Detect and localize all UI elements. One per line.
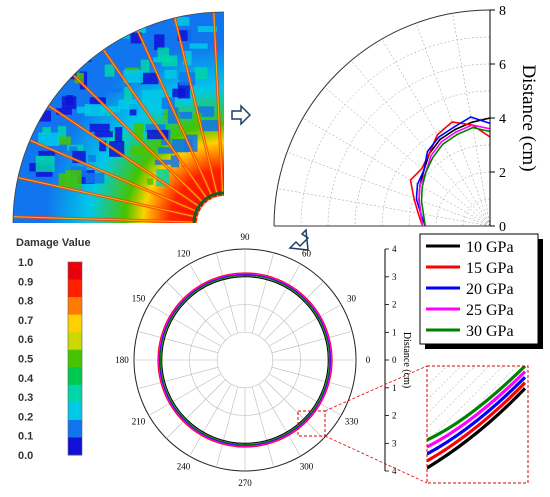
borehole: [197, 196, 224, 223]
legend-label: 25 GPa: [466, 302, 514, 319]
colorbar-swatch: [68, 384, 82, 403]
zoom-series-curve-3: [427, 376, 527, 456]
angle-tick: 210: [132, 417, 146, 427]
full-series-circle-4: [158, 273, 332, 447]
colorbar-swatch: [68, 297, 82, 316]
colorbar-swatch: [68, 262, 82, 280]
full-series-circle-2: [157, 272, 333, 448]
colorbar-tick: 0.4: [18, 373, 34, 385]
quarter-y-axis-label: Distance (cm): [518, 64, 539, 171]
quarter-polar-grid: [273, 9, 491, 227]
quarter-y-tick: 8: [499, 4, 506, 19]
quarter-y-tick: 6: [499, 58, 506, 73]
quarter-y-tick: 2: [499, 166, 506, 181]
angle-tick: 300: [300, 462, 314, 472]
colorbar-title: Damage Value: [16, 237, 91, 249]
colorbar-tick: 0.0: [18, 450, 33, 462]
full-y-tick: 1: [392, 383, 397, 393]
full-polar-series: [157, 272, 333, 448]
quarter-series-line-5: [420, 126, 491, 227]
quarter-y-tick: 4: [499, 112, 506, 127]
colorbar-tick: 0.3: [18, 392, 33, 404]
quarter-series-line-4: [418, 124, 491, 227]
legend-label: 10 GPa: [466, 239, 514, 256]
full-polar-grid: [133, 248, 357, 472]
quarter-polar-series: [409, 116, 491, 227]
full-series-circle-5: [159, 274, 331, 446]
quarter-polar-chart: 0 2 4 6 8 Distance (cm): [273, 4, 539, 235]
arrow-right-icon: [231, 104, 252, 126]
angle-tick: 150: [132, 294, 146, 304]
zoom-series-curve-2: [427, 381, 527, 463]
legend: 10 GPa 15 GPa 20 GPa 25 GPa 30 GPa: [419, 233, 543, 349]
colorbar-tick: 0.1: [18, 431, 33, 443]
angle-tick: 180: [115, 355, 129, 365]
full-series-circle-1: [161, 276, 329, 444]
angle-tick: 270: [238, 478, 252, 488]
colorbar-tick: 0.9: [18, 276, 33, 288]
full-y-tick: 4: [392, 466, 397, 476]
legend-label: 30 GPa: [466, 323, 514, 340]
full-y-tick: 3: [392, 438, 397, 448]
quarter-y-tick: 0: [499, 220, 506, 235]
zoom-inset: [426, 365, 529, 484]
angle-tick: 60: [302, 249, 312, 259]
damage-map: [12, 11, 225, 224]
colorbar-swatch: [68, 437, 82, 456]
zoom-series-curve-5: [427, 366, 527, 442]
zoom-region-box: [297, 410, 326, 437]
colorbar-swatch: [68, 367, 82, 386]
colorbar-swatch: [68, 279, 82, 298]
angle-tick: 240: [177, 462, 191, 472]
zoom-series-curve-4: [427, 370, 527, 449]
angle-tick: 0: [366, 355, 371, 365]
colorbar-swatch: [68, 349, 82, 368]
colorbar-tick: 0.7: [18, 315, 33, 327]
colorbar-tick: 0.8: [18, 296, 33, 308]
full-series-circle-3: [158, 273, 332, 447]
colorbar-tick: 0.2: [18, 411, 33, 423]
colorbar: Damage Value 1.0 0.9 0.8 0.7 0.6 0.5 0.4 0.3 0.2…: [16, 237, 91, 462]
full-y-tick: 3: [392, 272, 397, 282]
full-y-axis-label: Distance (cm): [401, 332, 412, 388]
colorbar-tick: 0.6: [18, 334, 33, 346]
colorbar-swatch: [68, 402, 82, 421]
full-y-tick: 0: [392, 355, 397, 365]
angle-tick: 90: [241, 232, 251, 242]
full-y-tick: 4: [392, 244, 397, 254]
full-y-tick: 2: [392, 300, 397, 310]
legend-label: 15 GPa: [466, 260, 514, 277]
angle-tick: 30: [347, 294, 357, 304]
quarter-series-line-1: [418, 117, 491, 227]
colorbar-swatch: [68, 332, 82, 351]
full-y-tick: 2: [392, 411, 397, 421]
colorbar-swatch: [68, 419, 82, 438]
zoom-series-curve-1: [427, 387, 527, 470]
arrow-down-left-icon: [288, 228, 310, 251]
colorbar-tick: 0.5: [18, 354, 33, 366]
angle-tick: 330: [345, 417, 359, 427]
colorbar-swatch: [68, 314, 82, 333]
full-y-tick: 1: [392, 327, 397, 337]
colorbar-tick: 1.0: [18, 257, 33, 269]
legend-label: 20 GPa: [466, 281, 514, 298]
angle-tick: 120: [177, 249, 191, 259]
quarter-series-line-3: [415, 116, 491, 227]
